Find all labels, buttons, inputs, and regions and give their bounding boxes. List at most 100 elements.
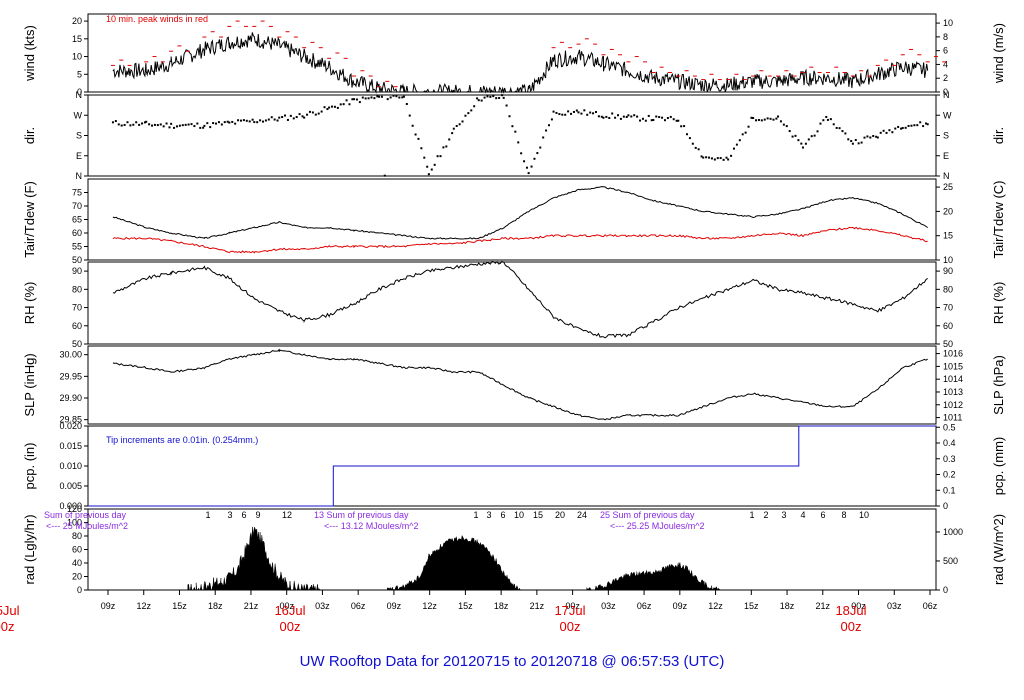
direction-point [700, 155, 703, 158]
x-tick-label: 21z [244, 601, 259, 611]
direction-point [879, 131, 882, 134]
y-axis-label: rad (Lgly/hr) [22, 514, 37, 584]
direction-point [331, 105, 334, 108]
y-tick-label: 60 [72, 228, 82, 238]
direction-point [514, 130, 517, 133]
direction-point [495, 97, 498, 100]
day-label-date: 15Jul [0, 603, 20, 618]
y-tick-label: W [74, 110, 83, 120]
direction-point [702, 156, 705, 159]
direction-point [791, 135, 794, 138]
direction-point [389, 96, 392, 99]
x-tick-label: 09z [387, 601, 402, 611]
direction-point [757, 118, 760, 121]
panel-frame [87, 345, 937, 425]
direction-point [370, 96, 373, 99]
x-tick-label: 15z [172, 601, 187, 611]
direction-point [436, 155, 439, 158]
direction-point [633, 114, 636, 117]
y-tick-label-right: 1011 [943, 413, 962, 423]
y-tick-label-right: 500 [943, 556, 958, 566]
direction-point [542, 136, 545, 139]
direction-point [850, 140, 853, 143]
direction-point [442, 146, 445, 149]
y-tick-label-right: 10 [943, 255, 953, 265]
panel-wind: wind (kts) wind (m/s) 0 5 10 15 20 0 2 4 6 8 10 10 mi… [22, 13, 1006, 97]
x-tick-label: 12z [136, 601, 151, 611]
radiation-area [387, 534, 521, 591]
panel-frame [87, 508, 937, 591]
day-label-time: 00z [560, 619, 581, 634]
direction-point [779, 120, 782, 123]
direction-point [264, 119, 267, 122]
direction-point [132, 123, 135, 126]
x-tick-label: 15z [458, 601, 473, 611]
y-tick-label-right: 0.3 [943, 454, 956, 464]
radiation-hour-label: 1 [205, 510, 210, 520]
direction-point [567, 110, 570, 113]
direction-point [114, 120, 117, 123]
daily-sum-title: 25 Sum of previous day [600, 510, 695, 520]
direction-point [658, 116, 661, 119]
direction-point [891, 131, 894, 134]
direction-point [919, 121, 922, 124]
direction-point [766, 117, 769, 120]
direction-point [725, 156, 728, 159]
radiation-hour-label: 6 [241, 510, 246, 520]
direction-point [386, 98, 389, 101]
direction-point [486, 95, 489, 98]
tip-increment-note: Tip increments are 0.01in. (0.254mm.) [106, 435, 258, 445]
direction-point [550, 118, 553, 121]
direction-point [525, 166, 528, 169]
direction-point [854, 139, 857, 142]
direction-point [713, 158, 716, 161]
direction-point [353, 98, 356, 101]
direction-point [750, 116, 753, 119]
direction-point [536, 152, 539, 155]
radiation-hour-label: 15 [533, 510, 543, 520]
direction-point [311, 111, 314, 114]
direction-point [414, 133, 417, 136]
x-tick-label: 06z [351, 601, 366, 611]
direction-point [392, 94, 395, 97]
direction-point [248, 120, 251, 123]
tdew-series [112, 226, 928, 254]
radiation-hour-label: 3 [227, 510, 232, 520]
direction-point [555, 111, 558, 114]
direction-point [270, 116, 273, 119]
direction-point [851, 142, 854, 145]
direction-point [364, 97, 367, 100]
y-tick-label: 29.85 [59, 415, 82, 425]
direction-point [608, 116, 611, 119]
y-tick-label-right: 2 [943, 73, 948, 83]
direction-point [907, 124, 910, 127]
y-tick-label-right: N [943, 171, 950, 181]
direction-point [547, 124, 550, 127]
y-tick-label: 60 [72, 321, 82, 331]
direction-point [804, 142, 807, 145]
direction-point [530, 165, 533, 168]
direction-point [175, 125, 178, 128]
direction-point [605, 115, 608, 118]
direction-point [716, 157, 719, 160]
panel-frame [87, 261, 937, 345]
y-tick-label-right: 1013 [943, 387, 963, 397]
y-axis-label: dir. [22, 127, 37, 144]
direction-point [170, 122, 173, 125]
direction-point [727, 158, 730, 161]
direction-point [810, 135, 813, 138]
direction-point [320, 110, 323, 113]
y-tick-label-right: W [943, 110, 952, 120]
y-tick-label-right: 1000 [943, 527, 963, 537]
direction-point [181, 124, 184, 127]
direction-point [292, 117, 295, 120]
direction-point [351, 98, 354, 101]
direction-point [763, 118, 766, 121]
direction-point [857, 142, 860, 145]
direction-point [184, 123, 187, 126]
direction-point [675, 119, 678, 122]
direction-point [143, 121, 146, 124]
direction-point [202, 126, 205, 129]
y-tick-label-right: 90 [943, 266, 953, 276]
direction-point [220, 123, 223, 126]
